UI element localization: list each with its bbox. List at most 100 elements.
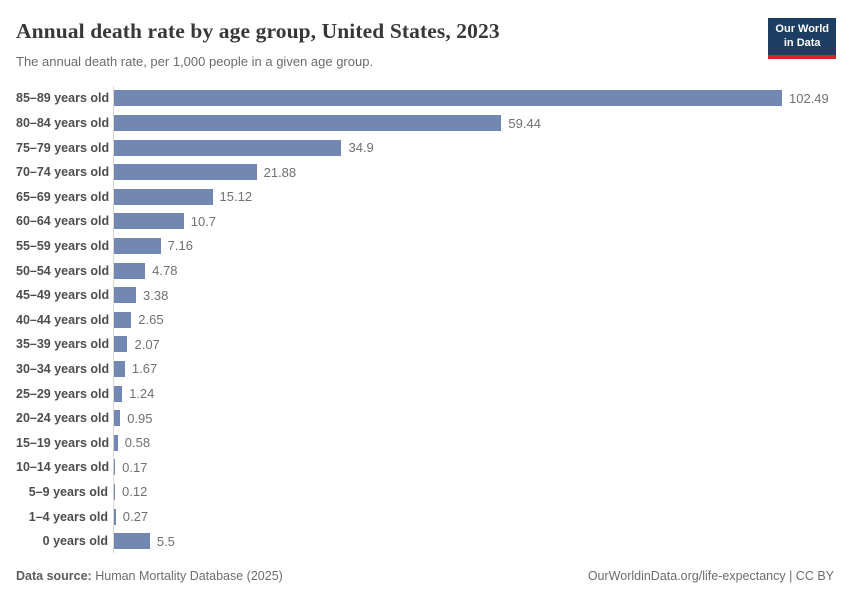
value-label: 2.07 [134,336,160,352]
bar-track: 7.16 [113,233,834,259]
bar[interactable] [114,311,132,328]
category-label: 0 years old [42,534,108,549]
data-source-text: Human Mortality Database (2025) [95,569,283,584]
bar[interactable] [114,336,128,353]
bar-row: 65–69 years old 15.12 [16,184,834,210]
value-label: 3.38 [143,287,169,303]
bar-row: 30–34 years old 1.67 [16,356,834,382]
category-label: 25–29 years old [16,386,110,401]
category-label: 45–49 years old [16,288,110,303]
value-label: 0.58 [124,435,151,451]
bar[interactable] [114,237,161,254]
bar-track: 2.07 [113,332,834,357]
bar-track: 5.5 [113,528,834,554]
credit-link[interactable]: OurWorldinData.org/life-expectancy | CC … [587,569,834,584]
category-label: 70–74 years old [16,165,110,180]
value-label: 0.12 [122,484,148,500]
value-label: 59.44 [508,115,541,131]
bar-row: 15–19 years old 0.58 [16,430,834,456]
value-label: 7.16 [167,238,193,254]
bar-chart: 85–89 years old 102.49 80–84 years old 5… [16,86,834,554]
bar[interactable] [114,434,118,451]
value-label: 0.95 [127,410,153,426]
value-label: 5.5 [156,533,175,549]
owid-logo[interactable]: Our World in Data [768,18,836,59]
bar[interactable] [114,90,782,107]
bar-row: 70–74 years old 21.88 [16,159,834,185]
value-label: 15.12 [219,189,253,205]
category-label: 75–79 years old [16,140,110,155]
bar-track: 21.88 [113,159,834,185]
bar[interactable] [114,139,342,156]
category-label: 40–44 years old [16,312,110,327]
bar[interactable] [114,115,502,132]
value-label: 1.67 [131,361,158,377]
bar-row: 35–39 years old 2.07 [16,332,834,357]
chart-title: Annual death rate by age group, United S… [16,19,500,43]
bar-track: 1.24 [113,381,834,406]
category-label: 10–14 years old [16,460,110,475]
owid-logo-line2: in Data [783,36,821,49]
bar-track: 2.65 [113,307,834,333]
bar-row: 75–79 years old 34.9 [16,135,834,160]
chart-footer: Data source: Human Mortality Database (2… [16,569,834,583]
bar[interactable] [114,360,125,377]
bar-track: 10.7 [113,209,834,234]
category-label: 60–64 years old [16,214,110,229]
bar[interactable] [114,287,137,304]
bar[interactable] [114,188,213,205]
chart-subtitle: The annual death rate, per 1,000 people … [16,53,374,69]
bar-track: 15.12 [113,184,834,210]
bar-row: 5–9 years old 0.12 [16,479,834,505]
bar-track: 1.67 [113,356,834,382]
bar[interactable] [114,533,150,550]
value-label: 4.78 [152,263,178,279]
value-label: 21.88 [263,164,297,180]
bar-row: 20–24 years old 0.95 [16,405,834,431]
bar-track: 34.9 [113,135,834,160]
category-label: 20–24 years old [16,411,110,426]
bar-row: 0 years old 5.5 [16,528,834,554]
bar[interactable] [114,262,146,279]
bar-track: 0.95 [113,405,834,431]
value-label: 0.27 [122,509,149,525]
bar[interactable] [114,213,184,230]
bar-track: 3.38 [113,282,834,308]
bar-track: 4.78 [113,258,834,283]
bar[interactable] [114,508,116,525]
category-label: 50–54 years old [16,263,110,278]
bar-row: 25–29 years old 1.24 [16,381,834,406]
bar-track: 0.58 [113,430,834,456]
value-label: 102.49 [789,90,829,106]
category-label: 65–69 years old [16,189,110,204]
bar-row: 1–4 years old 0.27 [16,504,834,529]
bar-row: 50–54 years old 4.78 [16,258,834,283]
bar-track: 0.27 [113,504,834,529]
category-label: 30–34 years old [16,361,110,376]
bar[interactable] [114,483,115,500]
data-source-label: Data source: [16,569,92,584]
bar-row: 85–89 years old 102.49 [16,86,834,111]
owid-logo-line1: Our World [775,23,829,35]
bar-row: 80–84 years old 59.44 [16,110,834,136]
chart-header: Annual death rate by age group, United S… [16,18,836,70]
bar[interactable] [114,459,116,476]
bar-track: 0.17 [113,455,834,480]
bar[interactable] [114,410,121,427]
bar-track: 102.49 [113,86,834,111]
value-label: 10.7 [190,213,217,229]
bar-row: 60–64 years old 10.7 [16,209,834,234]
category-label: 1–4 years old [28,509,108,524]
category-label: 15–19 years old [16,435,110,450]
bar-row: 10–14 years old 0.17 [16,455,834,480]
category-label: 55–59 years old [16,238,110,253]
bar-track: 59.44 [113,110,834,136]
value-label: 1.24 [129,386,155,402]
category-label: 35–39 years old [16,337,110,352]
category-label: 5–9 years old [28,484,108,499]
value-label: 0.17 [122,459,148,475]
bar[interactable] [114,164,257,181]
bar[interactable] [114,385,123,402]
category-label: 80–84 years old [16,116,110,131]
